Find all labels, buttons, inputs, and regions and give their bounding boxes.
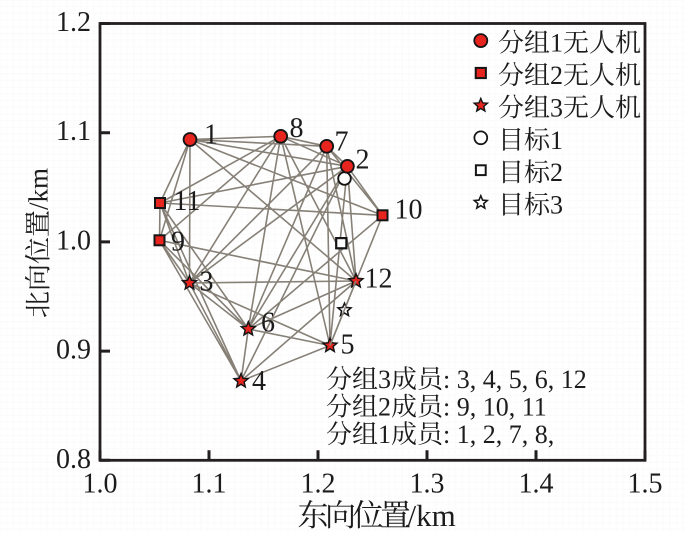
svg-text:3: 3 [550,191,563,220]
svg-text:2: 2 [550,61,563,90]
svg-text:1.1: 1.1 [56,116,91,147]
svg-text:3: 3 [200,267,214,298]
svg-text:1.1: 1.1 [192,469,227,500]
svg-text:4: 4 [252,366,266,397]
svg-text:1: 1 [378,420,391,449]
svg-text:2: 2 [356,145,370,176]
svg-text:1.0: 1.0 [83,469,118,500]
svg-text:: 9, 10, 11: : 9, 10, 11 [443,393,547,422]
svg-text:1.2: 1.2 [301,469,336,500]
svg-text:/km: /km [408,498,456,532]
svg-text:3: 3 [550,93,563,122]
svg-text:: 1, 2, 7, 8,: : 1, 2, 7, 8, [443,420,554,449]
svg-text:8: 8 [290,113,304,144]
svg-text:9: 9 [171,227,185,258]
svg-text:5: 5 [341,330,355,361]
svg-text:3: 3 [378,365,391,394]
svg-text:12: 12 [365,264,393,295]
svg-text:1.4: 1.4 [519,469,554,500]
svg-text:: 3, 4, 5, 6, 12: : 3, 4, 5, 6, 12 [443,365,587,394]
svg-text:10: 10 [395,195,423,226]
svg-text:/km: /km [24,168,54,210]
svg-text:1: 1 [550,29,563,58]
svg-text:0.9: 0.9 [56,335,91,366]
svg-text:1.5: 1.5 [628,469,663,500]
svg-text:2: 2 [378,393,391,422]
svg-text:1: 1 [204,120,218,151]
svg-text:1.0: 1.0 [56,225,91,256]
svg-text:1.2: 1.2 [56,7,91,38]
svg-text:2: 2 [550,158,563,187]
svg-text:1.3: 1.3 [410,469,445,500]
svg-text:7: 7 [335,127,349,158]
svg-text:11: 11 [174,186,201,217]
svg-text:0.8: 0.8 [56,444,91,475]
svg-text:6: 6 [261,308,275,339]
svg-text:1: 1 [550,126,563,155]
